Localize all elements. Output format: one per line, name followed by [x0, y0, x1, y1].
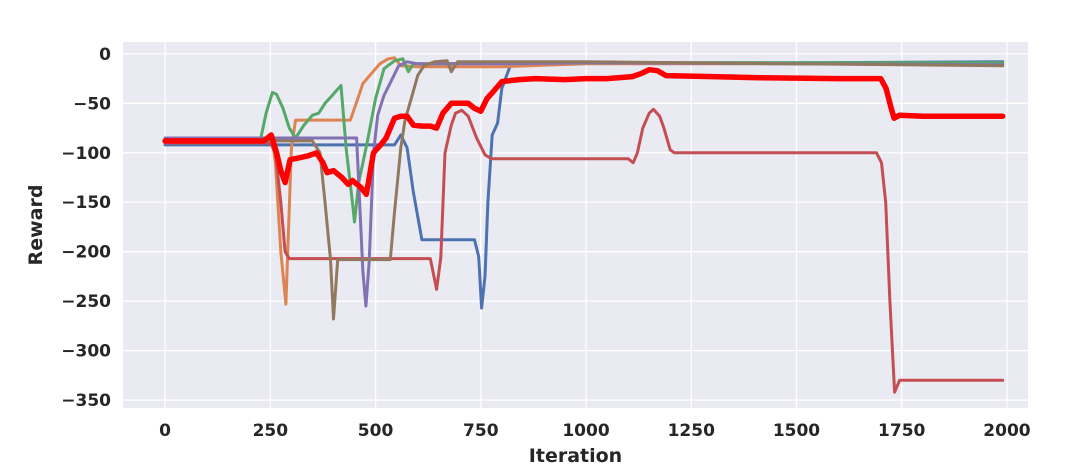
y-tick-label: −350 — [61, 391, 111, 411]
y-tick-label: −150 — [61, 193, 111, 213]
y-tick-label: −200 — [61, 243, 111, 263]
x-tick-label: 1250 — [668, 421, 715, 441]
x-tick-label: 1750 — [878, 421, 925, 441]
x-tick-label: 1000 — [562, 421, 609, 441]
x-tick-label: 2000 — [983, 421, 1030, 441]
x-tick-label: 250 — [253, 421, 289, 441]
series-line-4 — [163, 107, 1005, 394]
y-tick-labels: 0 −50 −100 −150 −200 −250 −300 −350 — [61, 45, 111, 411]
x-axis-label: Iteration — [529, 445, 622, 467]
series-line-5 — [163, 60, 1005, 308]
x-tick-label: 0 — [159, 421, 171, 441]
y-axis-label: Reward — [25, 185, 47, 266]
y-tick-label: −100 — [61, 144, 111, 164]
y-tick-label: −250 — [61, 292, 111, 312]
y-tick-label: −300 — [61, 342, 111, 362]
series-line-6 — [163, 59, 1005, 321]
series-line-7 — [162, 66, 1006, 198]
y-tick-label: 0 — [99, 45, 111, 65]
x-tick-labels: 0 250 500 750 1000 1250 1500 1750 2000 — [159, 421, 1031, 441]
series-layer — [162, 56, 1006, 394]
x-tick-label: 1500 — [773, 421, 820, 441]
y-tick-label: −50 — [73, 94, 111, 114]
x-tick-label: 750 — [463, 421, 499, 441]
x-tick-label: 500 — [358, 421, 394, 441]
